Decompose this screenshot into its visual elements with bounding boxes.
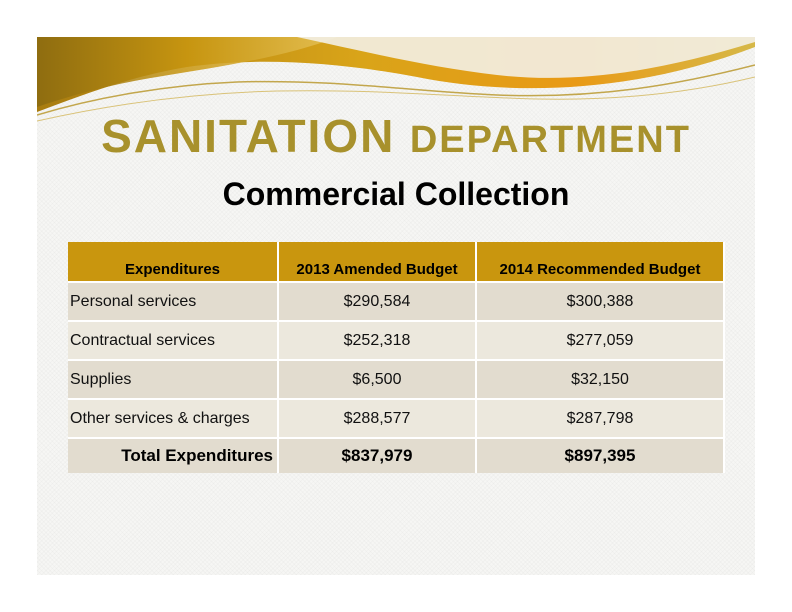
table-row: Personal services $290,584 $300,388 [68,281,725,321]
header-2013-amended-budget: 2013 Amended Budget [278,242,477,282]
slide: SANITATION DEPARTMENT Commercial Collect… [37,37,755,575]
row-2013-value: $288,577 [278,398,477,438]
total-row: Total Expenditures $837,979 $897,395 [68,437,725,473]
header-2014-recommended-budget: 2014 Recommended Budget [476,242,725,282]
table-row: Other services & charges $288,577 $287,7… [68,398,725,438]
decorative-swoosh-banner [37,37,755,122]
total-2014-value: $897,395 [476,437,725,473]
row-2014-value: $32,150 [476,359,725,399]
row-label: Personal services [68,281,279,321]
row-label: Supplies [68,359,279,399]
table-header-row: Expenditures 2013 Amended Budget 2014 Re… [68,242,725,282]
row-2013-value: $290,584 [278,281,477,321]
table-row: Supplies $6,500 $32,150 [68,359,725,399]
page-title: SANITATION DEPARTMENT [37,109,755,163]
budget-table: Expenditures 2013 Amended Budget 2014 Re… [68,242,725,473]
header-expenditures: Expenditures [68,242,279,282]
total-2013-value: $837,979 [278,437,477,473]
row-2013-value: $252,318 [278,320,477,360]
total-label: Total Expenditures [68,437,279,473]
row-2014-value: $300,388 [476,281,725,321]
page-subtitle: Commercial Collection [222,176,570,212]
row-label: Other services & charges [68,398,279,438]
row-2013-value: $6,500 [278,359,477,399]
table-row: Contractual services $252,318 $277,059 [68,320,725,360]
row-2014-value: $287,798 [476,398,725,438]
row-label: Contractual services [68,320,279,360]
row-2014-value: $277,059 [476,320,725,360]
title-word-sanitation: SANITATION [101,110,396,162]
title-word-department: DEPARTMENT [409,119,691,161]
